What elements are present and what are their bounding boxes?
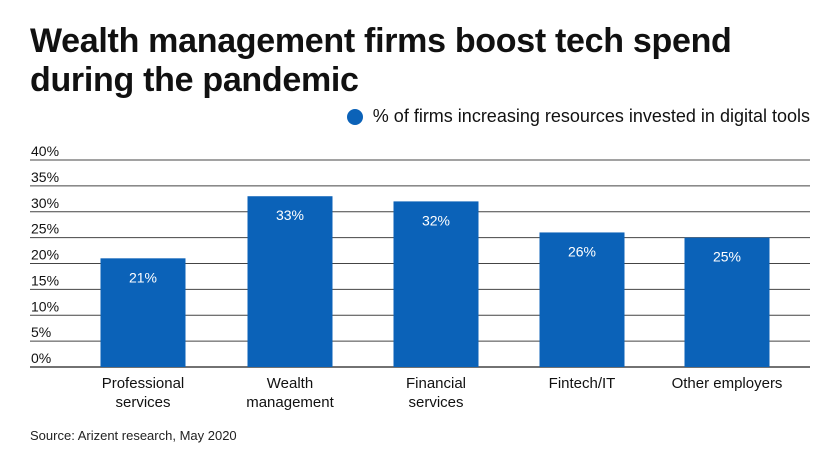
x-tick-label: services [115, 394, 170, 411]
y-tick-label: 25% [31, 221, 59, 237]
x-tick-label: management [246, 394, 334, 411]
x-tick-label: Wealth [267, 375, 313, 392]
bar-value-label: 21% [129, 269, 157, 285]
y-tick-label: 10% [31, 298, 59, 314]
bar-value-label: 32% [422, 212, 450, 228]
y-tick-label: 35% [31, 169, 59, 185]
y-tick-label: 15% [31, 272, 59, 288]
bar-value-label: 33% [276, 207, 304, 223]
bar-value-label: 26% [568, 243, 596, 259]
bar-value-labels: 21% 33% 32% 26% 25% [129, 207, 741, 285]
x-tick-label: Professional [102, 375, 185, 392]
source-note: Source: Arizent research, May 2020 [30, 428, 237, 443]
bars [100, 196, 770, 367]
y-tick-label: 5% [31, 324, 51, 340]
bar [539, 232, 625, 367]
y-tick-label: 0% [31, 350, 51, 366]
bar [393, 201, 479, 367]
x-tick-label: Other employers [672, 375, 783, 392]
x-axis-labels: Professional services Wealth management Fina… [102, 375, 783, 411]
legend-swatch [346, 108, 363, 125]
legend-label: % of firms increasing resources invested… [372, 106, 810, 126]
y-tick-label: 30% [31, 195, 59, 211]
y-tick-label: 40% [31, 143, 59, 159]
bar-value-label: 25% [713, 249, 741, 265]
bar [247, 196, 333, 367]
bar [100, 258, 186, 367]
legend: % of firms increasing resources invested… [346, 106, 810, 127]
bar [684, 237, 770, 367]
x-tick-label: Fintech/IT [549, 375, 616, 392]
x-tick-label: services [408, 394, 463, 411]
y-axis-ticks: 0% 5% 10% 15% 20% 25% 30% 35% 40% [31, 143, 59, 366]
chart-title: Wealth management firms boost tech spend… [30, 22, 732, 99]
x-tick-label: Financial [406, 375, 466, 392]
y-tick-label: 20% [31, 247, 59, 263]
